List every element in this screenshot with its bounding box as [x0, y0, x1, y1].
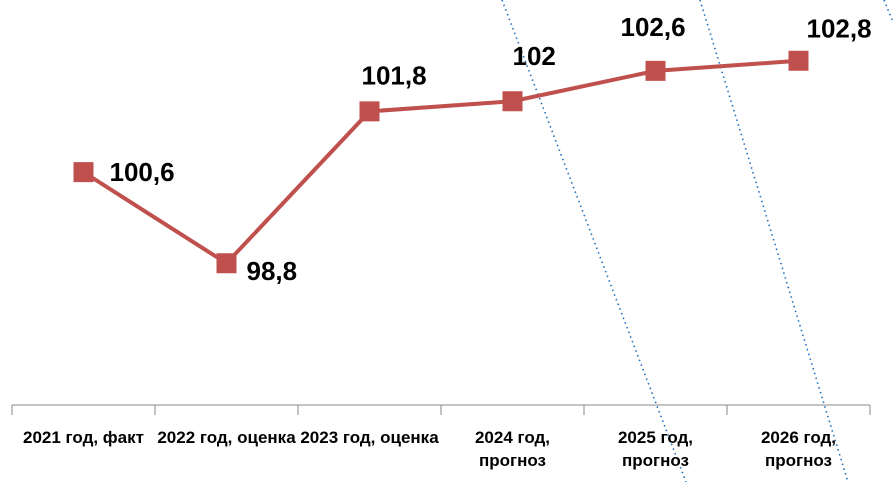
data-label: 98,8	[247, 256, 298, 286]
dotted-guide	[699, 0, 849, 482]
data-label: 102,8	[807, 14, 872, 44]
x-tick-label: 2026 год, прогноз	[760, 428, 837, 470]
marker	[73, 162, 94, 183]
marker	[359, 101, 380, 122]
x-tick-label: 2023 год, оценка	[300, 428, 439, 447]
marker	[502, 91, 523, 112]
x-tick-label: 2025 год, прогноз	[617, 428, 694, 470]
data-label: 100,6	[110, 157, 175, 187]
marker	[788, 50, 809, 71]
data-label: 102,6	[621, 12, 686, 42]
data-line	[82, 58, 799, 266]
marker	[645, 60, 666, 81]
x-tick-label: 2021 год, факт	[23, 428, 144, 447]
data-label: 102	[513, 41, 556, 71]
x-tick-label: 2022 год, оценка	[157, 428, 296, 447]
x-tick-label: 2024 год, прогноз	[474, 428, 551, 470]
dotted-guide	[883, 0, 894, 23]
data-label: 101,8	[362, 60, 427, 90]
marker	[216, 253, 237, 274]
dotted-guide	[501, 0, 687, 482]
